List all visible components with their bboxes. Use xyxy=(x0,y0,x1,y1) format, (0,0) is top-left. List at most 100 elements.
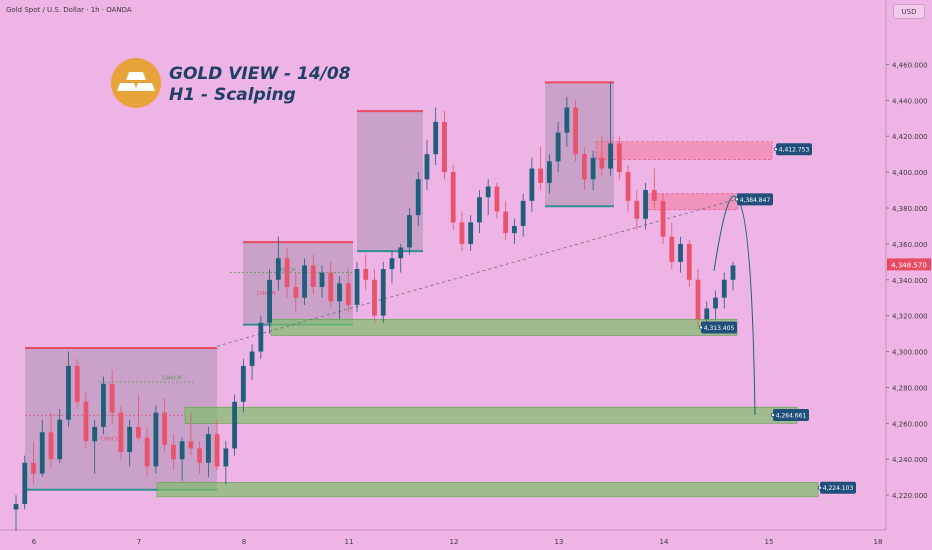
current-price-label: 4,348.570 xyxy=(891,261,927,269)
candle-down xyxy=(83,401,89,442)
y-tick-label: 4,240.000 xyxy=(892,456,928,464)
candle-up xyxy=(57,419,63,460)
candle-up xyxy=(275,258,281,280)
demand-zone xyxy=(156,482,819,498)
trend-line xyxy=(216,198,738,347)
choch-label: CHoCH xyxy=(162,375,181,381)
candle-up xyxy=(415,179,421,216)
candle-down xyxy=(118,412,124,453)
price-tag-label: 4,313.405 xyxy=(704,325,735,332)
candle-down xyxy=(450,172,456,223)
x-tick-label: 18 xyxy=(874,538,883,546)
candle-down xyxy=(372,279,377,316)
price-tag: 4,384.847 xyxy=(735,193,773,206)
candle-up xyxy=(127,426,133,453)
x-tick-label: 6 xyxy=(32,538,37,546)
candle-up xyxy=(407,215,412,248)
choch-label: CHoCH xyxy=(256,291,275,297)
candle-down xyxy=(660,200,666,237)
price-tag-bg xyxy=(820,481,856,494)
candle-up xyxy=(13,504,19,510)
price-tag-dot xyxy=(771,412,776,417)
candle-down xyxy=(293,286,299,298)
price-tag: 4,313.405 xyxy=(699,321,737,334)
candle-down xyxy=(459,222,465,244)
currency-button[interactable]: USD xyxy=(893,4,925,19)
candle-down xyxy=(328,272,334,302)
symbol-header: Gold Spot / U.S. Dollar · 1h · OANDA xyxy=(6,6,132,14)
candle-up xyxy=(153,412,159,467)
chart-subtitle: H1 - Scalping xyxy=(169,85,296,105)
candle-down xyxy=(162,412,168,445)
y-tick-label: 4,260.000 xyxy=(892,420,928,428)
candle-up xyxy=(555,132,561,162)
price-tag: 4,264.661 xyxy=(771,408,809,421)
price-axis-pane xyxy=(886,0,932,550)
y-tick-label: 4,280.000 xyxy=(892,384,928,392)
x-tick-label: 15 xyxy=(765,538,774,546)
price-tag-bg xyxy=(701,321,737,334)
x-tick-label: 7 xyxy=(137,538,141,546)
x-tick-label: 12 xyxy=(450,538,459,546)
choch-label: CHoCH xyxy=(100,436,119,442)
y-tick-label: 4,320.000 xyxy=(892,313,928,321)
candle-up xyxy=(485,186,491,198)
candle-up xyxy=(608,143,613,169)
candle-down xyxy=(363,269,369,280)
candle-down xyxy=(74,365,80,402)
gold-bars-icon xyxy=(111,58,161,108)
candle-down xyxy=(616,143,622,173)
candle-up xyxy=(721,279,727,298)
candle-up xyxy=(232,401,238,449)
y-tick-label: 4,360.000 xyxy=(892,241,928,249)
price-tag-bg xyxy=(773,408,809,421)
y-tick-label: 4,300.000 xyxy=(892,349,928,357)
candle-up xyxy=(529,168,535,201)
price-tag-dot xyxy=(699,325,704,330)
candle-down xyxy=(109,383,115,413)
price-tag-bg xyxy=(737,193,773,206)
current-price-bg xyxy=(887,258,931,271)
y-tick-label: 4,220.000 xyxy=(892,492,928,500)
y-tick-label: 4,400.000 xyxy=(892,169,928,177)
candle-up xyxy=(380,269,386,316)
candle-down xyxy=(538,168,544,183)
candle-up xyxy=(424,154,430,180)
candle-up xyxy=(258,322,264,352)
price-tag-bg xyxy=(776,143,812,156)
price-tag-dot xyxy=(818,485,823,490)
y-tick-label: 4,440.000 xyxy=(892,97,928,105)
candle-up xyxy=(477,197,482,223)
candle-up xyxy=(713,297,718,309)
candle-down xyxy=(494,186,500,212)
candle-up xyxy=(267,279,272,323)
y-tick-label: 4,420.000 xyxy=(892,133,928,141)
y-tick-label: 4,380.000 xyxy=(892,205,928,213)
candle-up xyxy=(564,107,570,133)
candle-up xyxy=(319,272,325,287)
candle-up xyxy=(730,265,736,280)
candle-down xyxy=(669,236,675,262)
price-tag-dot xyxy=(735,197,740,202)
candle-up xyxy=(468,222,474,244)
price-tag-label: 4,264.661 xyxy=(776,412,807,419)
candle-down xyxy=(48,432,54,460)
candle-up xyxy=(433,121,439,155)
candle-down xyxy=(599,157,605,169)
candle-up xyxy=(678,243,683,262)
candle-up xyxy=(511,225,517,234)
candle-up xyxy=(520,200,526,226)
candle-up xyxy=(240,365,246,402)
supply-zone xyxy=(595,141,773,160)
candle-up xyxy=(179,441,185,460)
candle-down xyxy=(310,265,316,287)
candle-down xyxy=(214,434,220,467)
demand-zone xyxy=(270,318,738,336)
candle-down xyxy=(651,190,657,201)
candle-down xyxy=(625,172,631,201)
candle-down xyxy=(345,283,351,305)
candle-up xyxy=(66,365,71,420)
candle-up xyxy=(249,351,255,366)
candle-up xyxy=(101,383,106,427)
